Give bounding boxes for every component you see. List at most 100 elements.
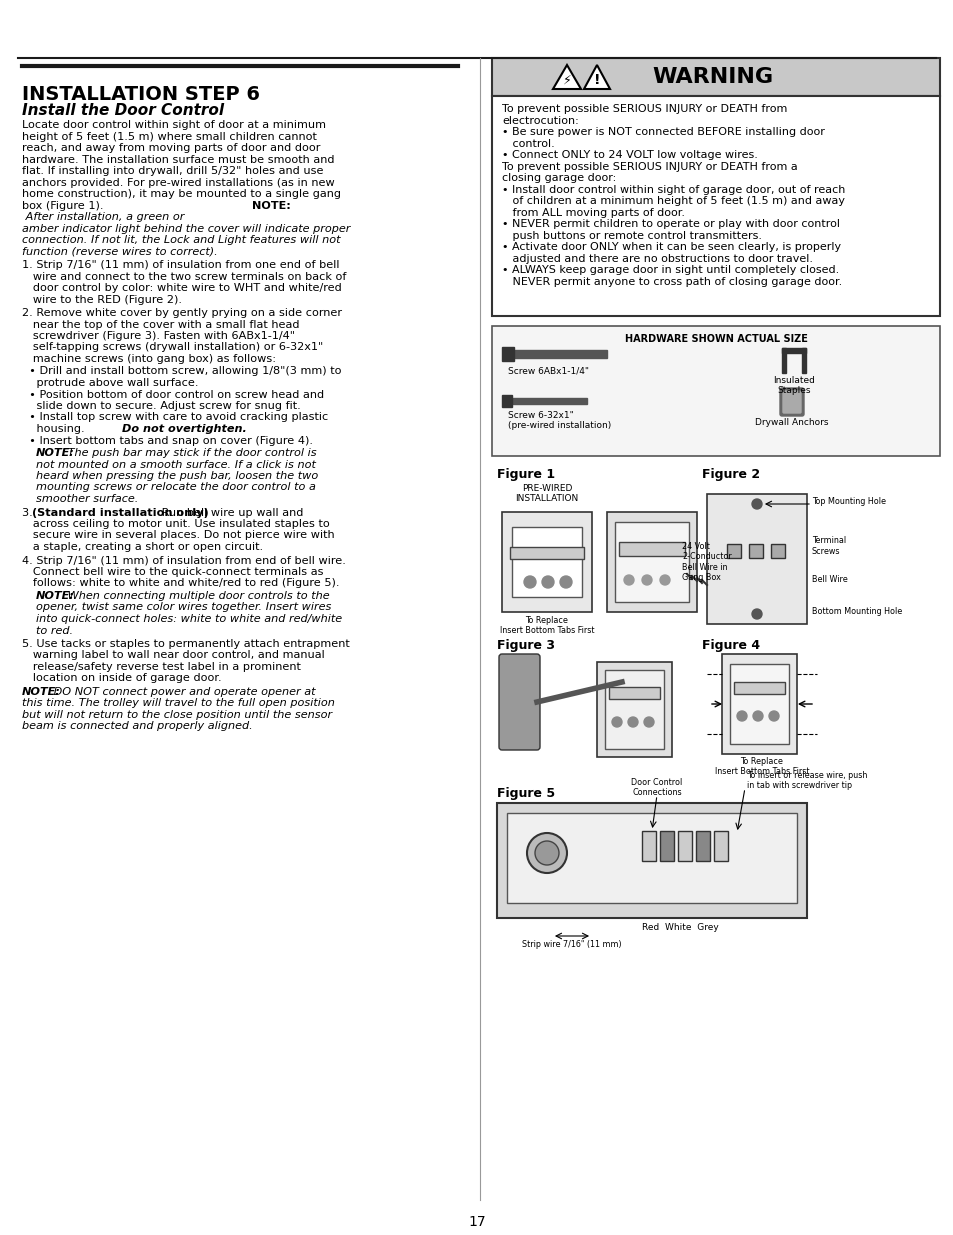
Text: Connect bell wire to the quick-connect terminals as: Connect bell wire to the quick-connect t… xyxy=(22,567,323,577)
Text: but will not return to the close position until the sensor: but will not return to the close positio… xyxy=(22,710,332,720)
Text: To prevent possible SERIOUS INJURY or DEATH from: To prevent possible SERIOUS INJURY or DE… xyxy=(501,104,786,114)
Text: NEVER permit anyone to cross path of closing garage door.: NEVER permit anyone to cross path of clo… xyxy=(501,277,841,287)
Text: NOTE:: NOTE: xyxy=(22,687,61,697)
Text: not mounted on a smooth surface. If a click is not: not mounted on a smooth surface. If a cl… xyxy=(36,459,315,469)
Text: (pre-wired installation): (pre-wired installation) xyxy=(507,421,611,430)
Text: from ALL moving parts of door.: from ALL moving parts of door. xyxy=(501,207,684,217)
Bar xyxy=(733,682,784,694)
Text: wire and connect to the two screw terminals on back of: wire and connect to the two screw termin… xyxy=(22,272,346,282)
Text: door control by color: white wire to WHT and white/red: door control by color: white wire to WHT… xyxy=(22,283,341,293)
Bar xyxy=(748,543,762,558)
Text: beam is connected and properly aligned.: beam is connected and properly aligned. xyxy=(22,721,253,731)
Polygon shape xyxy=(553,65,580,89)
Bar xyxy=(597,662,671,757)
Circle shape xyxy=(535,841,558,864)
Circle shape xyxy=(751,499,761,509)
Text: • NEVER permit children to operate or play with door control: • NEVER permit children to operate or pl… xyxy=(501,219,840,228)
Text: hardware. The installation surface must be smooth and: hardware. The installation surface must … xyxy=(22,154,335,164)
Text: slide down to secure. Adjust screw for snug fit.: slide down to secure. Adjust screw for s… xyxy=(22,401,300,411)
Circle shape xyxy=(526,832,566,873)
Polygon shape xyxy=(583,65,609,89)
Circle shape xyxy=(612,718,621,727)
Text: push buttons or remote control transmitters.: push buttons or remote control transmitt… xyxy=(501,231,761,241)
Text: NOTE:: NOTE: xyxy=(36,592,74,601)
Text: • Activate door ONLY when it can be seen clearly, is properly: • Activate door ONLY when it can be seen… xyxy=(501,242,841,252)
Bar xyxy=(781,348,805,353)
Text: • Connect ONLY to 24 VOLT low voltage wires.: • Connect ONLY to 24 VOLT low voltage wi… xyxy=(501,149,757,161)
Bar xyxy=(659,831,673,861)
Bar xyxy=(726,543,740,558)
Text: reach, and away from moving parts of door and door: reach, and away from moving parts of doo… xyxy=(22,143,320,153)
Circle shape xyxy=(641,576,651,585)
Text: adjusted and there are no obstructions to door travel.: adjusted and there are no obstructions t… xyxy=(501,253,812,263)
Circle shape xyxy=(751,609,761,619)
Text: heard when pressing the push bar, loosen the two: heard when pressing the push bar, loosen… xyxy=(36,471,318,480)
Bar xyxy=(696,831,709,861)
Circle shape xyxy=(623,576,634,585)
Text: height of 5 feet (1.5 m) where small children cannot: height of 5 feet (1.5 m) where small chi… xyxy=(22,131,316,142)
Bar xyxy=(501,395,512,408)
Text: machine screws (into gang box) as follows:: machine screws (into gang box) as follow… xyxy=(22,354,275,364)
Text: flat. If installing into drywall, drill 5/32" holes and use: flat. If installing into drywall, drill … xyxy=(22,165,323,177)
Text: • Install door control within sight of garage door, out of reach: • Install door control within sight of g… xyxy=(501,184,844,194)
Text: Red  White  Grey: Red White Grey xyxy=(641,923,718,932)
Text: release/safety reverse test label in a prominent: release/safety reverse test label in a p… xyxy=(22,662,300,672)
Text: NOTE:: NOTE: xyxy=(36,448,74,458)
Text: Install the Door Control: Install the Door Control xyxy=(22,103,224,119)
Bar xyxy=(512,527,581,597)
Text: this time. The trolley will travel to the full open position: this time. The trolley will travel to th… xyxy=(22,699,335,709)
Bar xyxy=(781,348,785,373)
Text: Figure 4: Figure 4 xyxy=(701,638,760,652)
Text: 2. Remove white cover by gently prying on a side corner: 2. Remove white cover by gently prying o… xyxy=(22,308,341,317)
Text: Figure 5: Figure 5 xyxy=(497,787,555,800)
Bar xyxy=(604,671,663,748)
Bar xyxy=(606,513,697,613)
Bar xyxy=(801,348,805,373)
Text: control.: control. xyxy=(501,138,554,148)
Text: ⚡: ⚡ xyxy=(562,74,571,86)
Text: Screw 6ABx1-1/4": Screw 6ABx1-1/4" xyxy=(507,366,588,375)
Text: into quick-connect holes: white to white and red/white: into quick-connect holes: white to white… xyxy=(36,614,342,624)
Text: To prevent possible SERIOUS INJURY or DEATH from a: To prevent possible SERIOUS INJURY or DE… xyxy=(501,162,797,172)
Text: across ceiling to motor unit. Use insulated staples to: across ceiling to motor unit. Use insula… xyxy=(22,519,330,529)
Bar xyxy=(678,831,691,861)
Text: amber indicator light behind the cover will indicate proper: amber indicator light behind the cover w… xyxy=(22,224,350,233)
Text: protrude above wall surface.: protrude above wall surface. xyxy=(22,378,198,388)
Text: 24 Volt
2-Conductor
Bell Wire in
Gang Box: 24 Volt 2-Conductor Bell Wire in Gang Bo… xyxy=(681,542,731,582)
Bar xyxy=(608,687,659,699)
Circle shape xyxy=(523,576,536,588)
Text: a staple, creating a short or open circuit.: a staple, creating a short or open circu… xyxy=(22,542,263,552)
Text: Bell Wire: Bell Wire xyxy=(811,574,847,583)
Text: 5. Use tacks or staples to permanently attach entrapment: 5. Use tacks or staples to permanently a… xyxy=(22,638,350,650)
Text: Do not overtighten.: Do not overtighten. xyxy=(122,424,247,433)
Circle shape xyxy=(737,711,746,721)
Text: smoother surface.: smoother surface. xyxy=(36,494,138,504)
Text: housing.: housing. xyxy=(22,424,89,433)
Text: DO NOT connect power and operate opener at: DO NOT connect power and operate opener … xyxy=(50,687,315,697)
Text: PRE-WIRED
INSTALLATION: PRE-WIRED INSTALLATION xyxy=(515,484,578,504)
Circle shape xyxy=(768,711,779,721)
Text: 17: 17 xyxy=(468,1215,485,1229)
Text: HARDWARE SHOWN ACTUAL SIZE: HARDWARE SHOWN ACTUAL SIZE xyxy=(624,333,806,345)
Text: connection. If not lit, the Lock and Light features will not: connection. If not lit, the Lock and Lig… xyxy=(22,235,340,245)
Bar xyxy=(510,547,583,559)
FancyBboxPatch shape xyxy=(780,388,803,416)
Text: Screw 6-32x1": Screw 6-32x1" xyxy=(507,411,573,420)
Text: To insert or release wire, push
in tab with screwdriver tip: To insert or release wire, push in tab w… xyxy=(746,771,866,790)
FancyBboxPatch shape xyxy=(492,96,939,316)
FancyBboxPatch shape xyxy=(492,326,939,456)
Text: !: ! xyxy=(593,73,599,86)
Text: Bottom Mounting Hole: Bottom Mounting Hole xyxy=(811,608,902,616)
Text: function (reverse wires to correct).: function (reverse wires to correct). xyxy=(22,247,217,257)
Text: box (Figure 1).: box (Figure 1). xyxy=(22,200,107,210)
Bar xyxy=(770,543,784,558)
Text: (Standard installation only): (Standard installation only) xyxy=(32,508,209,517)
Text: 1. Strip 7/16" (11 mm) of insulation from one end of bell: 1. Strip 7/16" (11 mm) of insulation fro… xyxy=(22,261,339,270)
Text: To Replace
Insert Bottom Tabs First: To Replace Insert Bottom Tabs First xyxy=(499,616,594,635)
Text: • Position bottom of door control on screw head and: • Position bottom of door control on scr… xyxy=(22,389,324,399)
Bar xyxy=(641,831,656,861)
Text: • ALWAYS keep garage door in sight until completely closed.: • ALWAYS keep garage door in sight until… xyxy=(501,266,839,275)
Text: near the top of the cover with a small flat head: near the top of the cover with a small f… xyxy=(22,320,299,330)
FancyBboxPatch shape xyxy=(492,58,939,96)
Bar xyxy=(615,522,688,601)
